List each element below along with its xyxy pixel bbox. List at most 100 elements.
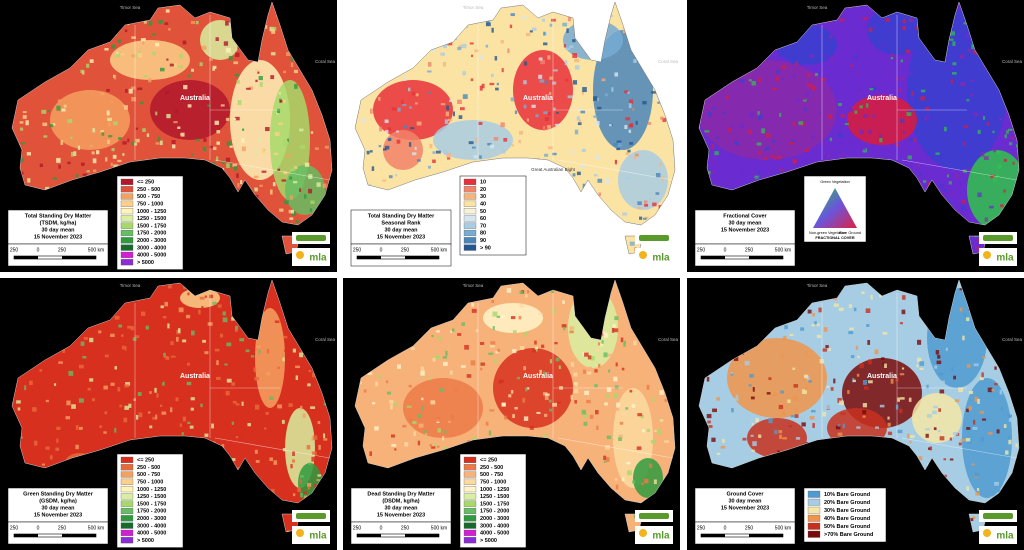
- map-pixel: [250, 355, 255, 358]
- map-pixel: [991, 388, 995, 392]
- legend-label: 10% Bare Ground: [824, 492, 870, 498]
- map-pixel: [909, 440, 912, 444]
- map-pixel: [792, 73, 796, 79]
- map-pixel: [532, 27, 537, 31]
- map-pixel: [299, 188, 302, 192]
- map-pixel: [442, 44, 447, 49]
- map-pixel: [570, 394, 573, 400]
- scale-label: 250: [697, 525, 706, 531]
- map-pixel: [549, 359, 552, 364]
- map-pixel: [408, 384, 412, 388]
- map-pixel: [549, 91, 552, 96]
- map-pixel: [377, 150, 380, 153]
- map-pixel: [416, 159, 421, 162]
- scale-box: [7, 521, 109, 545]
- map-pixel: [962, 335, 965, 341]
- legend-label: 250 - 500: [137, 465, 160, 471]
- map-pixel: [856, 373, 860, 377]
- map-pixel: [824, 55, 827, 59]
- map-pixel: [49, 455, 53, 460]
- map-pixel: [756, 142, 762, 146]
- map-pixel: [177, 328, 181, 333]
- map-pixel: [431, 334, 434, 338]
- legend-swatch: [120, 529, 134, 536]
- map-pixel: [857, 355, 860, 359]
- map-pixel: [437, 428, 441, 433]
- title-line: 15 November 2023: [721, 505, 769, 511]
- map-pixel: [750, 396, 755, 400]
- map-pixel: [779, 434, 782, 439]
- map-pixel: [524, 61, 528, 66]
- map-pixel: [450, 414, 454, 420]
- map-pixel: [857, 88, 863, 92]
- legend-swatch: [120, 208, 134, 215]
- map-pixel: [87, 387, 91, 391]
- map-pixel: [185, 314, 191, 319]
- map-pixel: [234, 73, 239, 77]
- map-pixel: [216, 141, 220, 145]
- map-pixel: [103, 385, 108, 390]
- map-pixel: [288, 403, 293, 407]
- map-pixel: [191, 153, 194, 156]
- map-pixel: [822, 77, 827, 82]
- map-pixel: [611, 327, 615, 333]
- map-pixel: [114, 427, 117, 433]
- map-pixel: [1007, 128, 1013, 131]
- map-pixel: [420, 366, 425, 371]
- map-pixel: [470, 78, 474, 82]
- map-pixel: [637, 413, 643, 417]
- map-pixel: [151, 33, 157, 36]
- map-pixel: [231, 382, 236, 386]
- map-pixel: [720, 445, 726, 449]
- map-pixel: [944, 474, 947, 478]
- map-pixel: [485, 44, 489, 48]
- scale-label: 0: [380, 247, 383, 253]
- map-pixel: [910, 137, 915, 143]
- map-pixel: [780, 354, 784, 358]
- map-pixel: [277, 168, 281, 172]
- map-pixel: [963, 22, 968, 25]
- map-pixel: [488, 352, 494, 355]
- map-pixel: [981, 418, 987, 421]
- map-pixel: [487, 142, 492, 146]
- map-pixel: [540, 60, 545, 65]
- map-pixel: [140, 101, 144, 105]
- logo-sun: [983, 529, 991, 537]
- map-pixel: [417, 440, 421, 446]
- place-label: Timor Sea: [463, 5, 484, 10]
- map-pixel: [622, 28, 626, 34]
- map-pixel: [826, 404, 831, 410]
- title-line: Fractional Cover: [723, 213, 767, 219]
- map-pixel: [970, 79, 975, 82]
- map-pixel: [822, 348, 827, 352]
- map-pixel: [610, 14, 614, 18]
- map-pixel: [289, 195, 293, 200]
- map-pixel: [750, 169, 755, 173]
- map-pixel: [427, 70, 432, 73]
- map-pixel: [901, 367, 905, 370]
- map-pixel: [538, 312, 543, 315]
- map-pixel: [191, 330, 195, 336]
- map-pixel: [149, 425, 153, 429]
- map-pixel: [627, 149, 631, 153]
- map-pixel: [641, 482, 644, 486]
- map-pixel: [880, 34, 884, 39]
- map-pixel: [323, 402, 327, 406]
- map-pixel: [480, 362, 485, 366]
- map-pixel: [758, 151, 761, 155]
- map-pixel: [1015, 443, 1018, 448]
- map-pixel: [527, 290, 530, 294]
- map-pixel: [234, 329, 238, 332]
- map-pixel: [826, 119, 832, 122]
- map-pixel: [271, 29, 276, 34]
- scale-bar-fill: [62, 256, 96, 259]
- logo-text: mla: [652, 531, 670, 542]
- map-pixel: [278, 91, 282, 95]
- map-pixel: [20, 142, 26, 145]
- map-pixel: [512, 349, 517, 354]
- logo-mark: [639, 513, 669, 519]
- map-pixel: [751, 449, 755, 452]
- logo-text: mla: [652, 253, 670, 264]
- map-pixel: [384, 119, 389, 124]
